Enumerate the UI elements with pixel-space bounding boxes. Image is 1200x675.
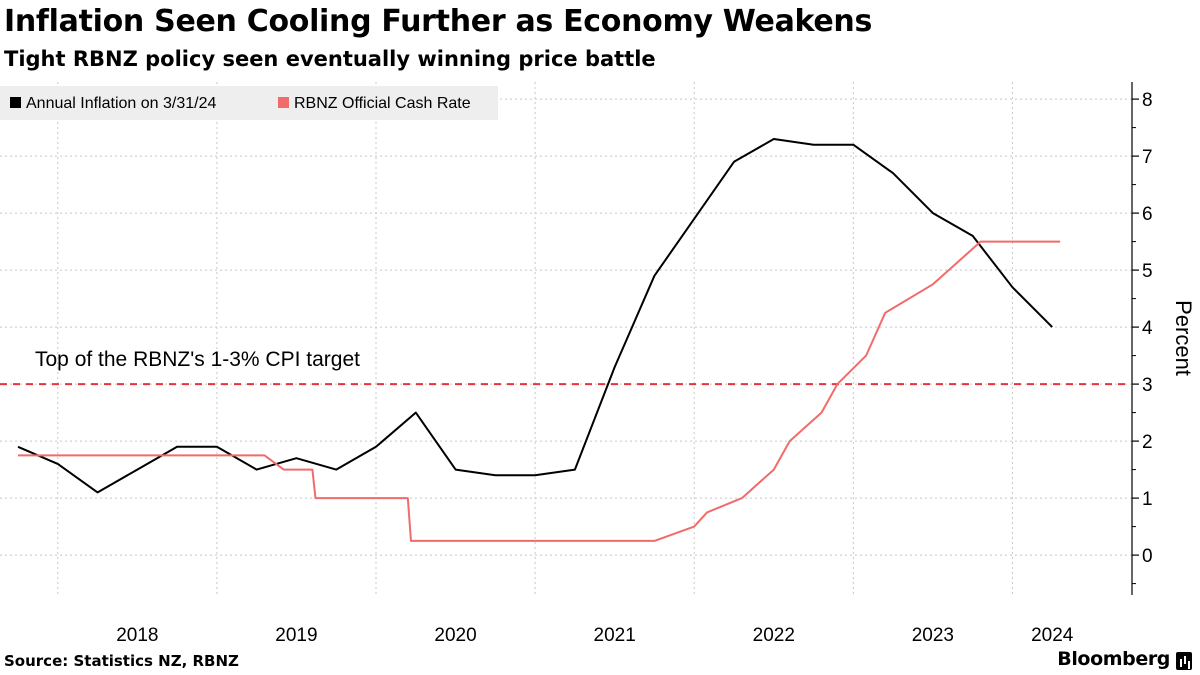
y-tick-label: 7 xyxy=(1142,147,1153,168)
y-axis: 0 1 2 3 4 5 6 7 8 Percent xyxy=(1131,82,1196,595)
y-tick-label: 5 xyxy=(1142,261,1153,282)
legend: Annual Inflation on 3/31/24 RBNZ Official… xyxy=(0,86,498,120)
x-tick-label: 2021 xyxy=(594,625,636,646)
y-tick-label: 3 xyxy=(1142,375,1153,396)
gridlines xyxy=(0,82,1132,595)
legend-box xyxy=(0,86,498,120)
source-note: Source: Statistics NZ, RBNZ xyxy=(4,652,239,670)
y-tick-label: 1 xyxy=(1142,489,1153,510)
x-tick-label: 2020 xyxy=(434,625,476,646)
x-tick-label: 2022 xyxy=(753,625,795,646)
y-tick-label: 2 xyxy=(1142,432,1153,453)
x-tick-label: 2019 xyxy=(275,625,317,646)
target-annotation: Top of the RBNZ's 1-3% CPI target xyxy=(35,348,360,371)
chart-title: Inflation Seen Cooling Further as Econom… xyxy=(4,4,873,39)
y-tick-label: 0 xyxy=(1142,546,1153,567)
series-lines xyxy=(17,138,1061,542)
bloomberg-icon xyxy=(1176,652,1192,670)
y-tick-label: 8 xyxy=(1142,90,1153,111)
x-tick-label: 2023 xyxy=(912,625,954,646)
legend-label: RBNZ Official Cash Rate xyxy=(294,95,471,112)
x-tick-label: 2018 xyxy=(116,625,158,646)
brand-logo: Bloomberg xyxy=(1057,648,1170,670)
series-line-ocr xyxy=(18,240,1061,542)
target-line-group: Top of the RBNZ's 1-3% CPI target xyxy=(0,348,1132,386)
legend-swatch xyxy=(10,97,21,108)
x-tick-label: 2024 xyxy=(1031,625,1074,646)
y-tick-label: 6 xyxy=(1142,204,1153,225)
y-tick-label: 4 xyxy=(1142,318,1153,339)
chart-subtitle: Tight RBNZ policy seen eventually winnin… xyxy=(4,47,656,71)
legend-swatch xyxy=(278,97,289,108)
series-line-inflation xyxy=(17,138,1053,494)
y-axis-label: Percent xyxy=(1171,300,1196,376)
x-axis-labels: 2018 2019 2020 2021 2022 2023 2024 xyxy=(116,625,1074,646)
legend-label: Annual Inflation on 3/31/24 xyxy=(26,95,216,112)
